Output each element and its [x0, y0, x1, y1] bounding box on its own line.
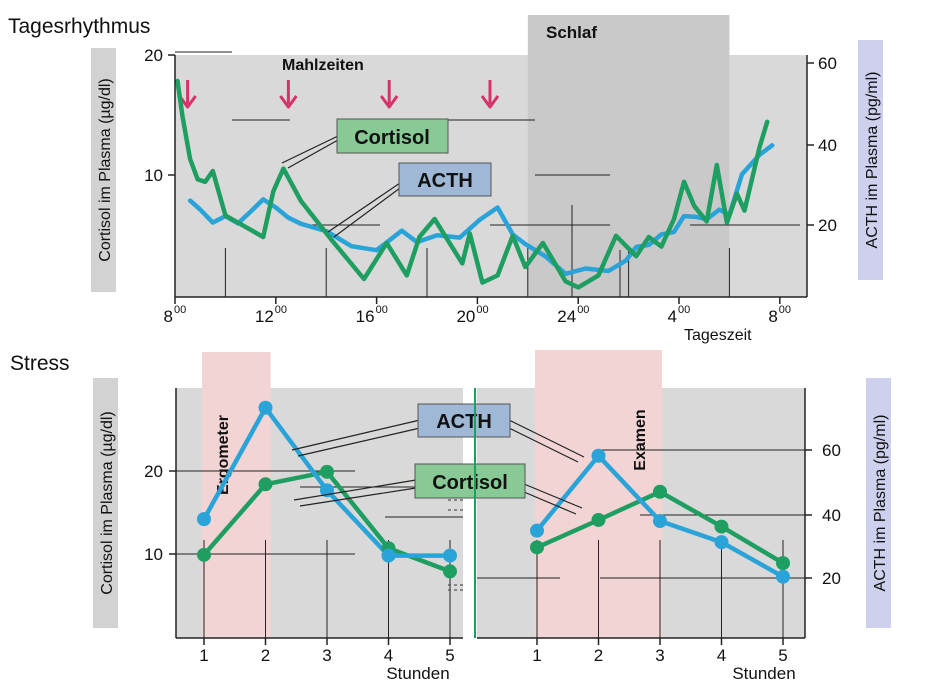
top-x-axis-label: Tageszeit [684, 327, 752, 344]
bottom-acth-point [714, 535, 729, 550]
bottom-acth-point [591, 448, 606, 463]
meal-arrow-icon [480, 80, 500, 109]
bottom-right-axis-label-bg [866, 378, 891, 628]
cortisol-leader-line [523, 491, 577, 515]
bottom-cortisol-point [653, 484, 667, 499]
top-x-tick-label: 8 [768, 307, 777, 326]
acth-leader-line [333, 187, 401, 238]
top-x-tick-label: 20 [456, 307, 475, 326]
meal-arrow-icon [279, 80, 298, 109]
bottom-acth-point [653, 514, 667, 529]
bottom-cortisol-point [443, 564, 457, 579]
top-x-tick-sup: 00 [476, 304, 488, 316]
acth-callout-text: ACTH [417, 170, 473, 192]
top-x-tick-sup: 00 [678, 304, 690, 316]
bottom-acth-point [197, 512, 211, 527]
top-x-tick-label: 24 [557, 307, 576, 326]
bottom-left-tick-20: 20 [144, 462, 163, 481]
cortisol-leader-line [287, 139, 339, 169]
top-x-tick-label: 4 [668, 307, 677, 326]
bottom-right-tick-60: 60 [822, 441, 841, 460]
top-right-tick-60: 60 [818, 54, 837, 73]
bottom-cortisol-point [530, 540, 544, 555]
bottom-acth-point [381, 548, 396, 563]
bottom-cortisol-point [776, 556, 790, 571]
bottom-acth-point [776, 569, 790, 584]
top-right-axis-label: ACTH im Plasma (pg/ml) [864, 72, 881, 249]
bottom-acth-point [258, 400, 273, 415]
bottom-right-axis-label: ACTH im Plasma (pg/ml) [872, 415, 889, 592]
top-right-tick-20: 20 [818, 216, 837, 235]
bottom-x-tick-label: 3 [655, 646, 664, 665]
bottom-acth-point [443, 548, 457, 563]
bottom-right-tick-40: 40 [822, 506, 841, 525]
cortisol-leader-line [281, 135, 339, 164]
cortisol-callout-text: Cortisol [432, 472, 508, 494]
top-right-tick-40: 40 [818, 136, 837, 155]
top-x-tick-sup: 00 [174, 304, 186, 316]
meal-arrows [178, 80, 500, 109]
bottom-x-tick-label: 1 [199, 646, 208, 665]
cortisol-callout-box [336, 118, 449, 154]
top-x-tick-label: 12 [255, 307, 274, 326]
ergometer-stress-band [202, 352, 271, 638]
cortisol-leader-line [293, 479, 417, 501]
acth-leader-line [297, 427, 421, 457]
acth-callout-box [398, 162, 492, 197]
bottom-left-axis-label-bg [93, 378, 118, 628]
bottom-left-tick-10: 10 [144, 545, 163, 564]
bottom-x-tick-label: 1 [532, 646, 541, 665]
top-x-tick-sup: 00 [577, 304, 589, 316]
bottom-acth-point [530, 523, 544, 538]
top-left-tick-20: 20 [144, 46, 163, 65]
cortisol-leader-line [299, 487, 417, 507]
top-x-tick-label: 8 [164, 307, 173, 326]
bottom-x-tick-label: 4 [384, 646, 393, 665]
bottom-chart-title: Stress [10, 352, 70, 375]
bottom-x-label-left: Stunden [386, 664, 449, 683]
top-x-tick-label: 16 [356, 307, 375, 326]
meal-arrow-icon [379, 80, 399, 109]
bottom-cortisol-point [591, 512, 606, 527]
bottom-x-tick-label: 2 [261, 646, 270, 665]
top-x-tick-sup: 00 [275, 304, 287, 316]
top-x-tick-sup: 00 [376, 304, 388, 316]
bottom-cortisol-point [258, 477, 273, 492]
acth-leader-line [508, 419, 585, 458]
bottom-x-ticks: 1 2 3 4 5 1 2 3 4 5 [199, 638, 788, 665]
acth-callout-box [417, 403, 511, 438]
top-left-tick-10: 10 [144, 166, 163, 185]
sleep-label: Schlaf [546, 23, 597, 42]
bottom-series [197, 400, 790, 584]
top-chart-title: Tagesrhythmus [8, 15, 150, 38]
bottom-x-tick-label: 4 [717, 646, 726, 665]
top-right-axis-label-bg [858, 40, 883, 280]
bottom-x-tick-label: 3 [322, 646, 331, 665]
meals-label: Mahlzeiten [282, 57, 364, 74]
bottom-right-tick-20: 20 [822, 569, 841, 588]
top-x-ticks: 8 00 12 00 16 00 20 00 24 00 4 00 8 00 [164, 297, 791, 326]
top-acth-line [187, 143, 775, 277]
cortisol-callout-text: Cortisol [354, 127, 430, 149]
bottom-x-tick-label: 5 [445, 646, 454, 665]
bottom-cortisol-point [320, 464, 334, 479]
bottom-left-axis-label: Cortisol im Plasma (µg/dl) [99, 411, 116, 594]
acth-leader-line [327, 182, 401, 233]
top-x-tick-sup: 00 [779, 304, 791, 316]
acth-callout-text: ACTH [436, 411, 492, 433]
examen-label: Examen [632, 409, 649, 470]
bottom-x-tick-label: 2 [594, 646, 603, 665]
bottom-cortisol-point [197, 547, 211, 562]
top-left-axis-label-bg [91, 48, 116, 292]
bottom-x-tick-label: 5 [778, 646, 787, 665]
bottom-x-label-right: Stunden [732, 664, 795, 683]
top-cortisol-line [175, 78, 770, 290]
top-left-axis-label: Cortisol im Plasma (µg/dl) [97, 78, 114, 261]
bottom-cortisol-point [714, 519, 729, 534]
acth-leader-line [291, 419, 421, 451]
cortisol-leader-line [523, 483, 583, 509]
acth-leader-line [508, 427, 579, 463]
cortisol-callout-box [414, 463, 526, 499]
